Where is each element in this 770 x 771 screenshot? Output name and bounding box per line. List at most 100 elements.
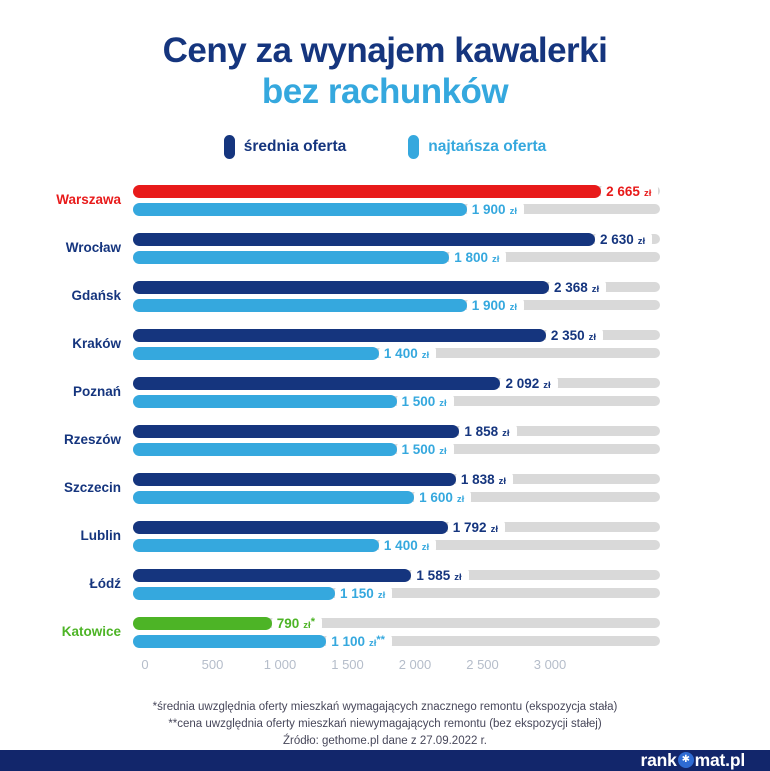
cheapest-offer-value: 1 500 zł [396,442,454,457]
value-asterisk: * [310,615,315,628]
chart-row: Poznań 2 092 zł 1 500 zł [12,375,660,409]
cheapest-offer-bar-line: 1 100 zł ** [133,634,660,649]
footnotes: *średnia uwzględnia oferty mieszkań wyma… [0,699,770,750]
footnote-1: *średnia uwzględnia oferty mieszkań wyma… [152,700,618,713]
value-number: 1 792 [452,519,487,535]
average-offer-bar [133,616,272,630]
legend-pill-cheapest-icon [408,134,420,159]
value-number: 2 092 [505,375,540,391]
value-number: 1 900 [471,201,506,217]
value-number: 1 500 [401,393,436,409]
value-unit: zł [509,301,517,313]
average-offer-bar [133,568,412,582]
value-unit: zł [439,397,447,409]
city-label: Wrocław [65,240,121,256]
cheapest-offer-bar-line: 1 400 zł [133,537,660,553]
page-title: Ceny za wynajem kawalerki bez rachunków [0,30,770,113]
legend-label-cheapest: najtańsza oferta [428,137,547,155]
city-label: Lublin [80,528,122,544]
cheapest-offer-value: 1 800 zł [449,249,507,265]
legend-label-average: średnia oferta [243,137,347,155]
x-axis-tick: 500 [201,656,224,672]
cheapest-offer-bar-line: 1 500 zł [133,393,660,409]
x-axis-tick: 0 [141,656,149,672]
cheapest-offer-value: 1 900 zł [466,297,524,313]
average-offer-bar [133,424,460,438]
average-offer-bar [133,520,448,534]
average-offer-bar-line: 1 585 zł [133,567,660,583]
city-label: Katowice [61,624,121,640]
cheapest-offer-bar-line: 1 150 zł [133,585,660,601]
legend: średnia oferta najtańsza oferta [0,134,770,159]
average-offer-bar-line: 1 792 zł [133,519,660,535]
city-label: Warszawa [56,192,121,208]
average-offer-value: 790 zł * [271,615,322,631]
city-label: Kraków [72,336,121,352]
chart-row: Katowice 790 zł * 1 100 zł ** [12,615,660,649]
average-offer-bar [133,376,501,390]
title-line-2: bez rachunków [261,72,509,112]
cheapest-offer-bar-line: 1 500 zł [133,442,660,457]
cheapest-offer-value: 1 600 zł [414,490,472,505]
x-axis-tick: 1 000 [263,656,297,672]
value-number: 2 630 [600,231,634,247]
cheapest-offer-bar [133,490,415,504]
value-number: 1 585 [416,567,451,583]
cheapest-offer-bar-line: 1 400 zł [133,345,660,361]
cheapest-offer-bar [133,586,336,600]
x-axis-tick: 2 500 [466,656,499,672]
value-unit: zł [303,619,311,631]
value-number: 2 665 [606,183,640,199]
value-unit: zł [498,475,507,487]
bar-chart: Warszawa 2 665 zł 1 900 zł Wrocław [0,183,770,673]
chart-row: Rzeszów 1 858 zł 1 500 zł [12,423,660,457]
bar-track [133,588,660,599]
cheapest-offer-bar-line: 1 600 zł [133,490,660,505]
cheapest-offer-bar [133,298,467,312]
value-number: 1 400 [383,537,418,553]
average-offer-value: 2 630 zł [595,231,653,247]
logo-suffix: mat.pl [694,749,746,770]
x-axis-tick: 1 500 [331,656,364,672]
average-offer-value: 1 838 zł [455,471,514,487]
value-number: 1 838 [460,471,495,487]
cheapest-offer-value: 1 400 zł [378,345,437,361]
cheapest-offer-bar [133,634,327,648]
average-offer-value: 2 350 zł [545,328,603,343]
chart-row: Lublin 1 792 zł 1 400 zł [12,519,660,553]
city-label: Poznań [72,384,121,400]
value-number: 1 400 [383,345,418,361]
chart-row: Wrocław 2 630 zł 1 800 zł [12,231,660,265]
average-offer-value: 2 092 zł [500,375,558,391]
value-number: 1 858 [464,423,499,439]
x-axis-tick: 3 000 [533,656,567,672]
average-offer-bar [133,232,595,246]
cheapest-offer-bar [133,346,379,360]
value-number: 1 900 [471,297,506,313]
value-unit: zł [421,349,430,361]
cheapest-offer-value: 1 400 zł [378,537,437,553]
chart-row: Szczecin 1 838 zł 1 600 zł [12,471,660,505]
chart-rows: Warszawa 2 665 zł 1 900 zł Wrocław [12,183,660,649]
cheapest-offer-bar [133,394,397,408]
average-offer-bar [133,280,549,294]
value-unit: zł [456,493,465,505]
title-line-1: Ceny za wynajem kawalerki [162,31,608,70]
cheapest-offer-value: 1 100 zł ** [326,634,392,649]
value-number: 1 150 [340,585,374,601]
cheapest-offer-bar [133,202,467,216]
value-number: 2 368 [553,279,588,295]
value-number: 1 800 [454,249,488,265]
cheapest-offer-bar-line: 1 900 zł [133,201,660,217]
chart-row: Łódź 1 585 zł 1 150 zł [12,567,660,601]
cheapest-offer-value: 1 500 zł [396,393,454,409]
x-axis-tick: 2 000 [398,656,432,672]
value-unit: zł [490,523,498,535]
average-offer-bar-line: 790 zł * [133,615,660,631]
cheapest-offer-bar-line: 1 900 zł [133,297,660,313]
cheapest-offer-value: 1 150 zł [335,585,393,601]
average-offer-bar-line: 1 838 zł [133,471,660,487]
average-offer-bar-line: 1 858 zł [133,423,660,439]
value-unit: zł [454,571,462,583]
city-label: Rzeszów [63,432,121,448]
